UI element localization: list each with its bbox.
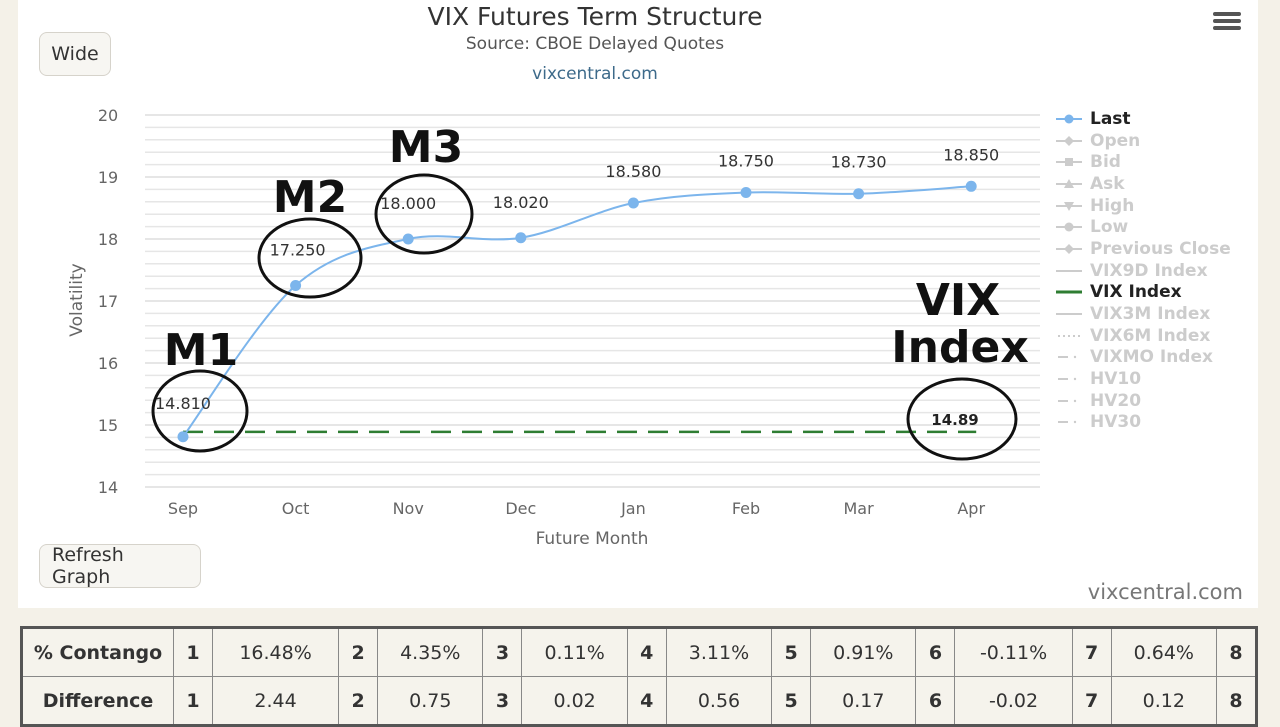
table-cell: 3.11% <box>665 627 773 677</box>
credit-link[interactable]: vixcentral.com <box>1087 580 1243 604</box>
refresh-graph-button[interactable]: Refresh Graph <box>39 544 201 588</box>
legend-item-open[interactable]: Open <box>1056 130 1231 152</box>
legend-item-vix3m-index[interactable]: VIX3M Index <box>1056 303 1231 325</box>
table-cell: 0.64% <box>1110 627 1218 677</box>
line-icon <box>1056 308 1082 320</box>
legend-label: VIX Index <box>1090 282 1182 303</box>
table-cell: 0.11% <box>521 627 628 677</box>
month-index: 2 <box>338 676 379 726</box>
chart-source-link[interactable]: vixcentral.com <box>532 64 658 84</box>
legend-label: High <box>1090 195 1135 216</box>
legend-label: Ask <box>1090 173 1125 194</box>
hamburger-menu-icon[interactable] <box>1213 12 1241 34</box>
month-index: 4 <box>626 676 667 726</box>
month-index: 6 <box>915 627 956 677</box>
circle-icon <box>1056 113 1082 125</box>
table-cell: 16.48% <box>211 627 340 677</box>
month-index: 8 <box>1216 676 1257 726</box>
legend-label: VIXMO Index <box>1090 347 1213 368</box>
table-row: % Contango 1 16.48% 2 4.35% 3 0.11% 4 3.11% 5 0.91… <box>21 627 1257 677</box>
table-cell: -0.11% <box>954 627 1073 677</box>
dashdot-icon <box>1056 373 1082 385</box>
month-index: 1 <box>173 627 213 677</box>
month-index: 3 <box>482 676 523 726</box>
table-cell: 0.91% <box>810 627 917 677</box>
legend-label: Bid <box>1090 152 1121 173</box>
table-cell: 4.35% <box>377 627 484 677</box>
legend-item-last[interactable]: Last <box>1056 108 1231 130</box>
chart-title: VIX Futures Term Structure <box>427 2 763 31</box>
table-cell: 0.17 <box>810 676 917 726</box>
month-index: 6 <box>915 676 956 726</box>
legend-item-bid[interactable]: Bid <box>1056 151 1231 173</box>
table-row: Difference 1 2.44 2 0.75 3 0.02 4 0.56 5 0.17 6 -0.0… <box>21 676 1257 726</box>
table-cell: 2.44 <box>211 676 340 726</box>
diamond-icon <box>1056 243 1082 255</box>
chart-legend: Last Open Bid Ask High Low Previous Close VIX9D… <box>1056 108 1231 433</box>
legend-label: VIX6M Index <box>1090 325 1211 346</box>
square-icon <box>1056 156 1082 168</box>
legend-item-vix9d-index[interactable]: VIX9D Index <box>1056 260 1231 282</box>
month-index: 5 <box>771 676 812 726</box>
month-index: 8 <box>1216 627 1257 677</box>
month-index: 7 <box>1071 627 1112 677</box>
legend-label: Last <box>1090 108 1131 129</box>
dashdot-icon <box>1056 416 1082 428</box>
dashdot-icon <box>1056 395 1082 407</box>
month-index: 1 <box>173 676 213 726</box>
legend-item-ask[interactable]: Ask <box>1056 173 1231 195</box>
month-index: 4 <box>626 627 667 677</box>
circle-icon <box>1056 221 1082 233</box>
legend-label: HV20 <box>1090 390 1142 411</box>
legend-item-hv30[interactable]: HV30 <box>1056 412 1231 434</box>
triangle-down-icon <box>1056 200 1082 212</box>
month-index: 3 <box>482 627 523 677</box>
legend-label: Previous Close <box>1090 238 1231 259</box>
row-header: % Contango <box>21 627 174 677</box>
legend-label: HV10 <box>1090 369 1142 390</box>
table-cell: -0.02 <box>954 676 1073 726</box>
contango-table: % Contango 1 16.48% 2 4.35% 3 0.11% 4 3.11% 5 0.91… <box>20 626 1258 727</box>
table-cell: 0.56 <box>665 676 773 726</box>
month-index: 2 <box>338 627 379 677</box>
wide-button[interactable]: Wide <box>39 32 111 76</box>
line-icon <box>1056 286 1082 298</box>
legend-item-vix6m-index[interactable]: VIX6M Index <box>1056 325 1231 347</box>
table-cell: 0.02 <box>521 676 628 726</box>
triangle-icon <box>1056 178 1082 190</box>
table-cell: 0.12 <box>1110 676 1218 726</box>
month-index: 5 <box>771 627 812 677</box>
legend-item-vixmo-index[interactable]: VIXMO Index <box>1056 347 1231 369</box>
table-cell: 0.75 <box>377 676 484 726</box>
line-icon <box>1056 265 1082 277</box>
legend-label: VIX9D Index <box>1090 260 1208 281</box>
legend-item-high[interactable]: High <box>1056 195 1231 217</box>
chart-subtitle: Source: CBOE Delayed Quotes <box>465 34 725 54</box>
legend-label: Open <box>1090 130 1141 151</box>
legend-item-previous-close[interactable]: Previous Close <box>1056 238 1231 260</box>
legend-label: HV30 <box>1090 412 1142 433</box>
legend-item-hv10[interactable]: HV10 <box>1056 368 1231 390</box>
month-index: 7 <box>1071 676 1112 726</box>
legend-item-low[interactable]: Low <box>1056 216 1231 238</box>
dashdot-icon <box>1056 351 1082 363</box>
legend-item-hv20[interactable]: HV20 <box>1056 390 1231 412</box>
legend-label: Low <box>1090 217 1129 238</box>
dotted-icon <box>1056 330 1082 342</box>
row-header: Difference <box>21 676 174 726</box>
legend-label: VIX3M Index <box>1090 304 1211 325</box>
diamond-icon <box>1056 135 1082 147</box>
legend-item-vix-index[interactable]: VIX Index <box>1056 282 1231 304</box>
